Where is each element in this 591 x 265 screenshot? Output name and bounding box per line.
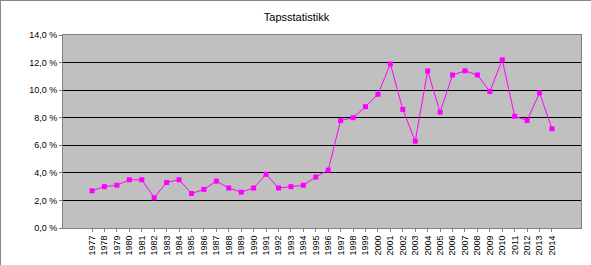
svg-text:2010: 2010 bbox=[497, 236, 507, 256]
svg-text:8,0 %: 8,0 % bbox=[34, 113, 57, 123]
svg-text:2004: 2004 bbox=[423, 236, 433, 256]
svg-text:1989: 1989 bbox=[236, 236, 246, 256]
svg-text:1998: 1998 bbox=[348, 236, 358, 256]
svg-text:1980: 1980 bbox=[124, 236, 134, 256]
svg-text:2002: 2002 bbox=[398, 236, 408, 256]
svg-text:1999: 1999 bbox=[360, 236, 370, 256]
svg-text:1990: 1990 bbox=[249, 236, 259, 256]
svg-text:1992: 1992 bbox=[273, 236, 283, 256]
svg-text:2009: 2009 bbox=[485, 236, 495, 256]
svg-text:12,0 %: 12,0 % bbox=[29, 58, 57, 68]
svg-text:1991: 1991 bbox=[261, 236, 271, 256]
svg-text:2013: 2013 bbox=[534, 236, 544, 256]
svg-text:1978: 1978 bbox=[99, 236, 109, 256]
svg-text:1996: 1996 bbox=[323, 236, 333, 256]
svg-text:1988: 1988 bbox=[224, 236, 234, 256]
svg-text:2007: 2007 bbox=[460, 236, 470, 256]
svg-text:2006: 2006 bbox=[447, 236, 457, 256]
svg-text:6,0 %: 6,0 % bbox=[34, 140, 57, 150]
svg-text:1984: 1984 bbox=[174, 236, 184, 256]
svg-text:1983: 1983 bbox=[162, 236, 172, 256]
svg-text:1977: 1977 bbox=[87, 236, 97, 256]
svg-text:14,0 %: 14,0 % bbox=[29, 30, 57, 40]
svg-text:1982: 1982 bbox=[149, 236, 159, 256]
svg-text:Tapsstatistikk: Tapsstatistikk bbox=[264, 11, 330, 23]
svg-text:2014: 2014 bbox=[547, 236, 557, 256]
svg-text:0,0 %: 0,0 % bbox=[34, 223, 57, 233]
svg-text:2,0 %: 2,0 % bbox=[34, 196, 57, 206]
svg-text:2011: 2011 bbox=[510, 236, 520, 255]
svg-text:4,0 %: 4,0 % bbox=[34, 168, 57, 178]
svg-text:2001: 2001 bbox=[385, 236, 395, 256]
svg-text:2008: 2008 bbox=[472, 236, 482, 256]
svg-text:10,0 %: 10,0 % bbox=[29, 85, 57, 95]
svg-text:2000: 2000 bbox=[373, 236, 383, 256]
svg-text:1987: 1987 bbox=[211, 236, 221, 256]
svg-text:1995: 1995 bbox=[311, 236, 321, 256]
svg-text:1985: 1985 bbox=[186, 236, 196, 256]
svg-text:2012: 2012 bbox=[522, 236, 532, 256]
svg-text:2003: 2003 bbox=[410, 236, 420, 256]
svg-text:1993: 1993 bbox=[286, 236, 296, 256]
svg-text:1986: 1986 bbox=[199, 236, 209, 256]
svg-text:1994: 1994 bbox=[298, 236, 308, 256]
svg-text:2005: 2005 bbox=[435, 236, 445, 256]
svg-text:1997: 1997 bbox=[336, 236, 346, 256]
svg-text:1979: 1979 bbox=[112, 236, 122, 256]
svg-text:1981: 1981 bbox=[137, 236, 147, 256]
